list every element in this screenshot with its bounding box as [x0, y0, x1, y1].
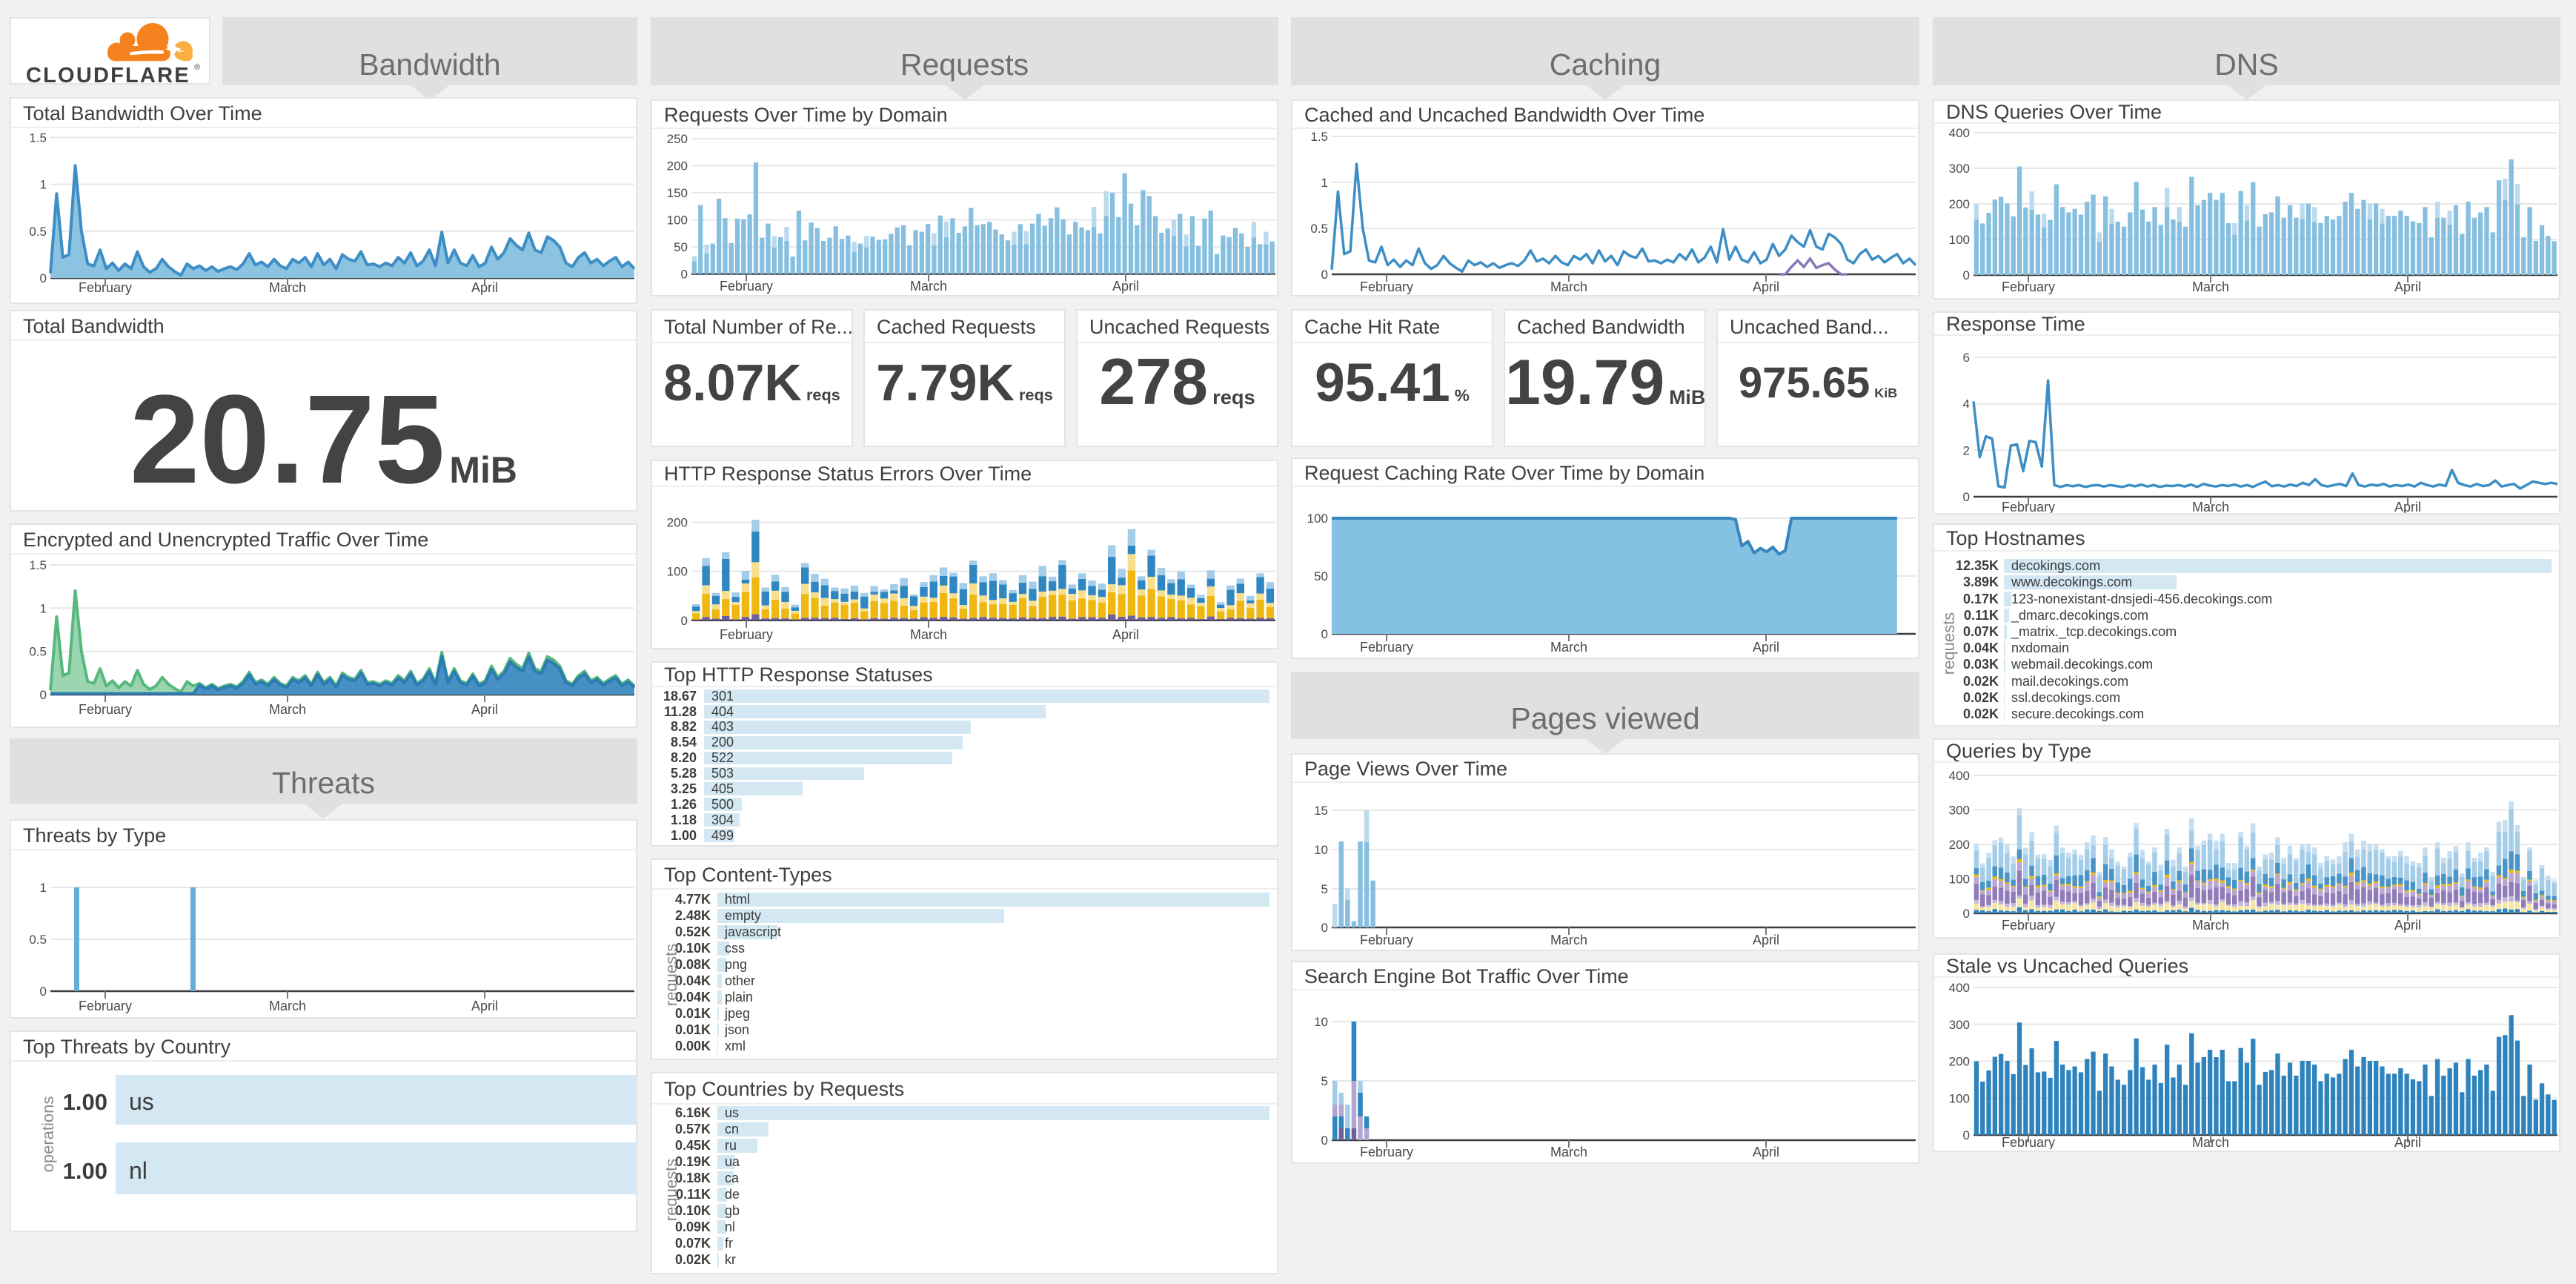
svg-text:1: 1: [1321, 176, 1328, 190]
svg-text:100: 100: [1949, 1091, 1970, 1105]
svg-text:4: 4: [1963, 397, 1970, 411]
svg-text:1: 1: [40, 881, 47, 895]
svg-text:March: March: [910, 279, 947, 294]
svg-text:5: 5: [1321, 1074, 1328, 1088]
svg-text:February: February: [2002, 279, 2055, 294]
svg-text:CLOUDFLARE: CLOUDFLARE: [26, 64, 190, 85]
svg-text:2: 2: [1963, 443, 1970, 457]
svg-text:6: 6: [1963, 351, 1970, 365]
svg-text:250: 250: [667, 132, 688, 146]
svg-text:April: April: [471, 999, 498, 1013]
svg-text:100: 100: [667, 214, 688, 228]
svg-text:March: March: [910, 627, 947, 642]
svg-text:February: February: [2002, 500, 2055, 513]
svg-text:®: ®: [194, 63, 200, 72]
svg-text:0: 0: [1321, 268, 1328, 282]
svg-text:1.5: 1.5: [1310, 130, 1328, 144]
svg-text:200: 200: [667, 159, 688, 173]
svg-text:0.5: 0.5: [29, 933, 47, 947]
svg-text:200: 200: [1949, 1055, 1970, 1069]
svg-text:0: 0: [1321, 1134, 1328, 1148]
svg-text:March: March: [1550, 933, 1587, 947]
svg-text:0: 0: [681, 614, 688, 628]
svg-text:0: 0: [1321, 921, 1328, 935]
svg-text:March: March: [269, 999, 306, 1013]
svg-text:March: March: [2192, 279, 2229, 294]
svg-text:0: 0: [1963, 1128, 1970, 1142]
svg-text:1: 1: [40, 601, 47, 615]
svg-text:100: 100: [1949, 873, 1970, 887]
svg-text:February: February: [1360, 1145, 1413, 1159]
svg-text:0: 0: [1321, 627, 1328, 641]
svg-text:300: 300: [1949, 162, 1970, 176]
svg-text:0: 0: [681, 268, 688, 282]
svg-text:February: February: [2002, 918, 2055, 933]
svg-text:April: April: [1112, 627, 1139, 642]
svg-text:February: February: [2002, 1135, 2055, 1149]
svg-text:0: 0: [40, 984, 47, 999]
svg-text:April: April: [1753, 1145, 1779, 1159]
svg-text:1: 1: [40, 178, 47, 192]
svg-text:April: April: [1112, 279, 1139, 294]
svg-text:April: April: [2394, 1135, 2421, 1149]
svg-text:1.5: 1.5: [29, 558, 47, 572]
svg-text:200: 200: [1949, 197, 1970, 211]
svg-text:1.5: 1.5: [29, 130, 47, 145]
svg-text:April: April: [471, 280, 498, 295]
svg-text:400: 400: [1949, 981, 1970, 995]
svg-text:February: February: [1360, 640, 1413, 655]
svg-text:March: March: [1550, 640, 1587, 655]
svg-text:0.5: 0.5: [1310, 222, 1328, 236]
svg-text:400: 400: [1949, 769, 1970, 783]
svg-text:100: 100: [1949, 233, 1970, 247]
svg-text:March: March: [2192, 500, 2229, 513]
svg-text:0: 0: [1963, 490, 1970, 504]
svg-text:150: 150: [667, 186, 688, 200]
svg-text:March: March: [269, 280, 306, 295]
svg-text:April: April: [2394, 500, 2421, 513]
svg-text:March: March: [2192, 918, 2229, 933]
svg-text:0: 0: [1963, 268, 1970, 282]
svg-text:0: 0: [40, 271, 47, 285]
svg-text:April: April: [2394, 279, 2421, 294]
svg-text:February: February: [79, 999, 132, 1013]
svg-text:April: April: [1753, 279, 1779, 294]
svg-text:0.5: 0.5: [29, 225, 47, 239]
svg-text:April: April: [1753, 933, 1779, 947]
svg-text:0: 0: [1963, 907, 1970, 921]
svg-text:50: 50: [674, 240, 688, 254]
svg-text:March: March: [2192, 1135, 2229, 1149]
svg-text:March: March: [269, 702, 306, 717]
svg-text:100: 100: [667, 565, 688, 579]
svg-text:February: February: [79, 280, 132, 295]
svg-text:April: April: [2394, 918, 2421, 933]
svg-text:April: April: [1753, 640, 1779, 655]
svg-text:300: 300: [1949, 1018, 1970, 1032]
svg-text:0.5: 0.5: [29, 645, 47, 659]
svg-text:February: February: [1360, 933, 1413, 947]
svg-text:10: 10: [1314, 843, 1328, 857]
svg-text:February: February: [720, 279, 773, 294]
svg-text:March: March: [1550, 1145, 1587, 1159]
svg-text:200: 200: [667, 516, 688, 530]
svg-text:10: 10: [1314, 1015, 1328, 1029]
svg-text:April: April: [471, 702, 498, 717]
svg-text:50: 50: [1314, 569, 1328, 583]
svg-text:February: February: [79, 702, 132, 717]
svg-text:300: 300: [1949, 804, 1970, 818]
svg-text:5: 5: [1321, 882, 1328, 896]
svg-text:200: 200: [1949, 838, 1970, 852]
svg-text:0: 0: [40, 688, 47, 702]
svg-text:400: 400: [1949, 126, 1970, 140]
svg-text:February: February: [720, 627, 773, 642]
svg-text:15: 15: [1314, 804, 1328, 818]
svg-text:February: February: [1360, 279, 1413, 294]
svg-text:100: 100: [1307, 512, 1328, 526]
svg-text:March: March: [1550, 279, 1587, 294]
